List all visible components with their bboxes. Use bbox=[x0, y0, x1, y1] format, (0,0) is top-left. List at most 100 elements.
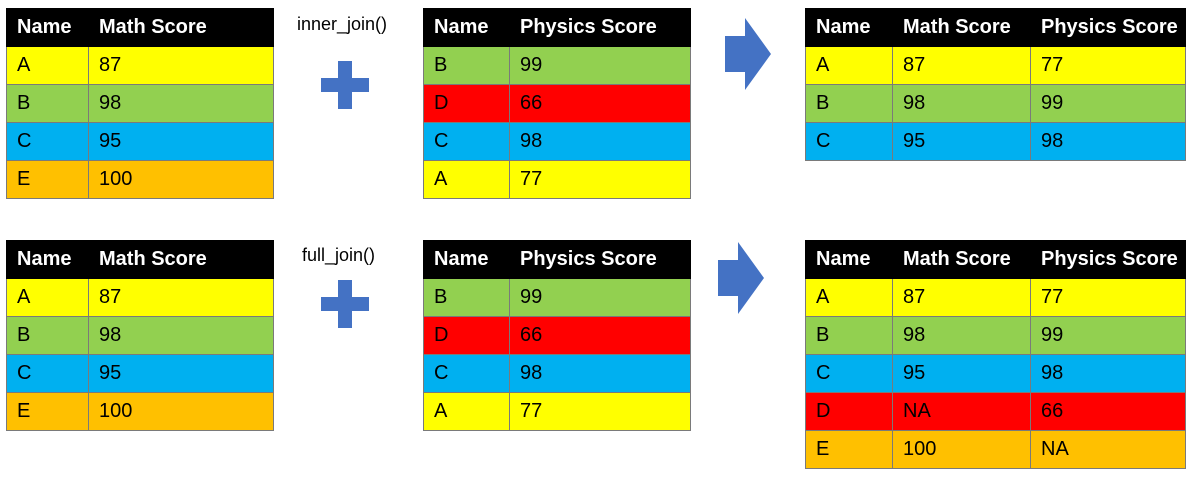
score-cell: NA bbox=[1030, 430, 1186, 469]
name-cell: A bbox=[6, 278, 89, 317]
score-cell: NA bbox=[892, 392, 1031, 431]
full-math-table: Name Math Score A 87 B 98 C 95 E 100 bbox=[6, 240, 274, 431]
plus-icon bbox=[321, 61, 369, 109]
name-cell: B bbox=[6, 316, 89, 355]
table-row: B 98 bbox=[6, 316, 274, 355]
table-row: B 98 99 bbox=[805, 84, 1186, 123]
name-cell: A bbox=[423, 392, 510, 431]
column-header: Physics Score bbox=[509, 8, 691, 47]
score-cell: 66 bbox=[509, 316, 691, 355]
column-header: Physics Score bbox=[509, 240, 691, 279]
inner-result-table: Name Math Score Physics Score A 87 77 B 98 99… bbox=[805, 8, 1186, 161]
name-cell: D bbox=[805, 392, 893, 431]
table-header-row: Name Math Score Physics Score bbox=[805, 8, 1186, 47]
column-header: Name bbox=[6, 8, 89, 47]
name-cell: B bbox=[805, 316, 893, 355]
table-row: B 98 bbox=[6, 84, 274, 123]
table-row: C 98 bbox=[423, 122, 691, 161]
column-header: Math Score bbox=[88, 8, 274, 47]
right-arrow-icon bbox=[725, 18, 771, 90]
table-row: C 95 bbox=[6, 122, 274, 161]
score-cell: 77 bbox=[1030, 46, 1186, 85]
column-header: Name bbox=[805, 8, 893, 47]
name-cell: B bbox=[6, 84, 89, 123]
name-cell: A bbox=[6, 46, 89, 85]
score-cell: 98 bbox=[1030, 122, 1186, 161]
column-header: Name bbox=[6, 240, 89, 279]
table-row: A 87 77 bbox=[805, 46, 1186, 85]
table-row: C 98 bbox=[423, 354, 691, 393]
name-cell: A bbox=[805, 46, 893, 85]
column-header: Name bbox=[423, 8, 510, 47]
score-cell: 87 bbox=[892, 46, 1031, 85]
table-row: D NA 66 bbox=[805, 392, 1186, 431]
score-cell: 98 bbox=[88, 84, 274, 123]
table-row: A 87 bbox=[6, 46, 274, 85]
score-cell: 100 bbox=[88, 392, 274, 431]
name-cell: B bbox=[423, 278, 510, 317]
column-header: Math Score bbox=[892, 8, 1031, 47]
name-cell: A bbox=[423, 160, 510, 199]
name-cell: D bbox=[423, 84, 510, 123]
score-cell: 98 bbox=[892, 316, 1031, 355]
score-cell: 95 bbox=[88, 122, 274, 161]
score-cell: 98 bbox=[892, 84, 1031, 123]
table-row: C 95 98 bbox=[805, 354, 1186, 393]
table-row: E 100 NA bbox=[805, 430, 1186, 469]
score-cell: 98 bbox=[509, 122, 691, 161]
full-join-label: full_join() bbox=[302, 245, 376, 265]
table-header-row: Name Math Score Physics Score bbox=[805, 240, 1186, 279]
name-cell: A bbox=[805, 278, 893, 317]
plus-icon bbox=[321, 280, 369, 328]
table-header-row: Name Physics Score bbox=[423, 240, 691, 279]
score-cell: 100 bbox=[88, 160, 274, 199]
name-cell: B bbox=[423, 46, 510, 85]
column-header: Physics Score bbox=[1030, 8, 1186, 47]
right-arrow-icon bbox=[718, 242, 764, 314]
name-cell: D bbox=[423, 316, 510, 355]
score-cell: 77 bbox=[1030, 278, 1186, 317]
table-row: C 95 bbox=[6, 354, 274, 393]
table-row: A 87 bbox=[6, 278, 274, 317]
inner-join-label: inner_join() bbox=[297, 14, 388, 34]
table-row: D 66 bbox=[423, 316, 691, 355]
full-result-table: Name Math Score Physics Score A 87 77 B 98 99… bbox=[805, 240, 1186, 469]
score-cell: 99 bbox=[1030, 316, 1186, 355]
table-row: E 100 bbox=[6, 160, 274, 199]
table-row: A 77 bbox=[423, 160, 691, 199]
table-row: B 99 bbox=[423, 278, 691, 317]
score-cell: 98 bbox=[1030, 354, 1186, 393]
score-cell: 66 bbox=[1030, 392, 1186, 431]
column-header: Physics Score bbox=[1030, 240, 1186, 279]
score-cell: 87 bbox=[88, 278, 274, 317]
name-cell: C bbox=[423, 354, 510, 393]
score-cell: 99 bbox=[509, 278, 691, 317]
table-row: B 99 bbox=[423, 46, 691, 85]
name-cell: C bbox=[805, 122, 893, 161]
score-cell: 87 bbox=[88, 46, 274, 85]
column-header: Math Score bbox=[892, 240, 1031, 279]
score-cell: 95 bbox=[892, 122, 1031, 161]
name-cell: E bbox=[6, 160, 89, 199]
score-cell: 87 bbox=[892, 278, 1031, 317]
name-cell: C bbox=[6, 122, 89, 161]
score-cell: 99 bbox=[509, 46, 691, 85]
table-row: A 77 bbox=[423, 392, 691, 431]
score-cell: 99 bbox=[1030, 84, 1186, 123]
full-physics-table: Name Physics Score B 99 D 66 C 98 A 77 bbox=[423, 240, 691, 431]
name-cell: E bbox=[805, 430, 893, 469]
score-cell: 77 bbox=[509, 392, 691, 431]
table-row: D 66 bbox=[423, 84, 691, 123]
name-cell: E bbox=[6, 392, 89, 431]
table-header-row: Name Math Score bbox=[6, 8, 274, 47]
table-row: B 98 99 bbox=[805, 316, 1186, 355]
score-cell: 66 bbox=[509, 84, 691, 123]
score-cell: 77 bbox=[509, 160, 691, 199]
score-cell: 98 bbox=[88, 316, 274, 355]
column-header: Math Score bbox=[88, 240, 274, 279]
table-header-row: Name Math Score bbox=[6, 240, 274, 279]
table-row: C 95 98 bbox=[805, 122, 1186, 161]
score-cell: 95 bbox=[88, 354, 274, 393]
score-cell: 98 bbox=[509, 354, 691, 393]
inner-physics-table: Name Physics Score B 99 D 66 C 98 A 77 bbox=[423, 8, 691, 199]
